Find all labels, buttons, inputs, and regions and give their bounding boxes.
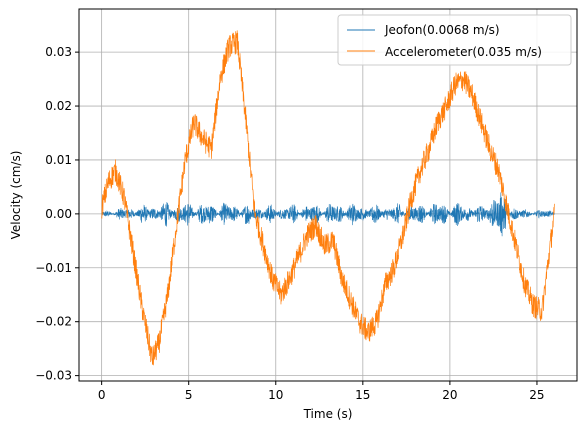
x-axis: 0 5 10 15 20 25	[98, 381, 545, 402]
y-tick-label: −0.01	[35, 261, 72, 275]
x-axis-label: Time (s)	[303, 407, 353, 421]
x-tick-label: 15	[355, 388, 370, 402]
y-tick-label: 0.02	[45, 99, 72, 113]
series-layer	[101, 30, 555, 366]
x-tick-label: 5	[185, 388, 193, 402]
y-tick-label: 0.03	[45, 45, 72, 59]
legend-box	[337, 14, 572, 66]
y-axis-label: Velocity (cm/s)	[9, 151, 23, 240]
x-tick-label: 25	[529, 388, 544, 402]
legend-label-jeofon: Jeofon(0.0068 m/s)	[384, 23, 500, 37]
y-tick-label: 0.00	[45, 207, 72, 221]
legend: Jeofon(0.0068 m/s) Accelerometer(0.035 m…	[337, 14, 572, 66]
y-axis: −0.03 −0.02 −0.01 0.00 0.01 0.02 0.03	[35, 45, 79, 383]
x-tick-label: 10	[268, 388, 283, 402]
legend-label-accelerometer: Accelerometer(0.035 m/s)	[385, 45, 542, 59]
y-tick-label: −0.03	[35, 369, 72, 383]
x-tick-label: 0	[98, 388, 106, 402]
series-line-accelerometer	[101, 30, 555, 366]
y-tick-label: −0.02	[35, 315, 72, 329]
y-tick-label: 0.01	[45, 153, 72, 167]
plot-frame	[78, 8, 578, 382]
x-tick-label: 20	[442, 388, 457, 402]
